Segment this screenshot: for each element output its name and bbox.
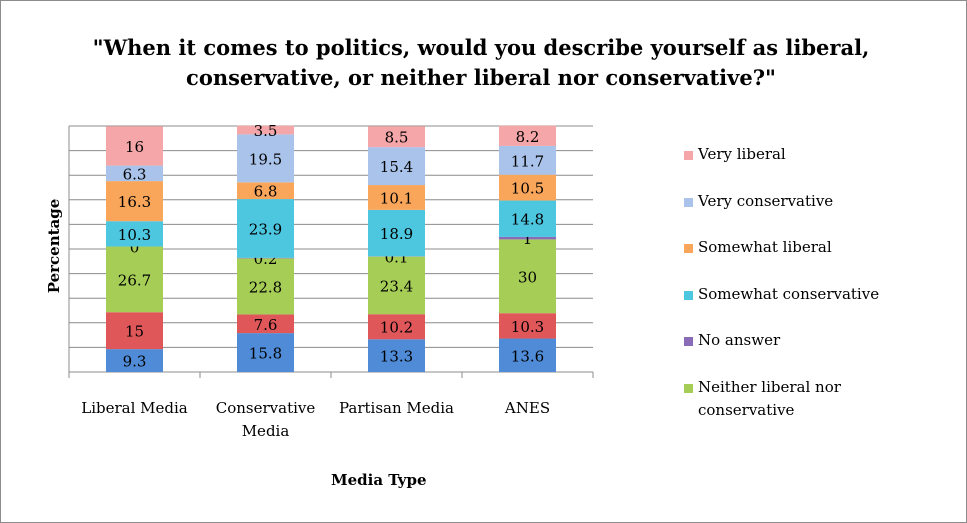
data-label: 13.6: [511, 347, 544, 365]
bar-segment: [237, 199, 294, 258]
bar-segment: [237, 314, 294, 334]
data-label: 11.7: [511, 152, 544, 170]
legend-label: No answer: [698, 331, 781, 349]
data-label: 3.5: [254, 122, 278, 140]
bar-segment: [106, 181, 163, 222]
data-label: 16.3: [118, 193, 151, 211]
bar-segment: [237, 333, 294, 372]
data-label: 30: [518, 268, 537, 286]
bar-segment: [106, 126, 163, 166]
legend-swatch: [684, 197, 693, 207]
legend-swatch: [684, 244, 693, 253]
bar-segment: [237, 182, 294, 200]
data-label: 10.3: [118, 226, 151, 244]
data-label: 6.8: [254, 183, 278, 201]
data-label: 19.5: [249, 150, 282, 168]
bar-segment: [499, 239, 556, 314]
category-label: Conservative Media: [215, 399, 316, 440]
data-label: 10.2: [380, 319, 413, 337]
bar-segment: [237, 134, 294, 183]
data-label: 15.8: [249, 345, 282, 363]
category-label: ANES: [504, 399, 551, 417]
bar-segment: [368, 126, 425, 148]
legend-label: Very conservative: [698, 191, 834, 210]
category-label: Liberal Media: [81, 399, 188, 417]
data-label: 23.4: [380, 277, 413, 295]
data-label: 6.3: [123, 165, 147, 183]
data-label: 0: [130, 239, 140, 257]
data-label: 15.4: [380, 158, 413, 176]
bar-segment: [106, 165, 163, 182]
bar-segment: [368, 314, 425, 340]
data-label: 8.5: [385, 129, 409, 147]
data-label: 10.3: [511, 318, 544, 336]
x-axis-label: Media Type: [331, 471, 427, 489]
bar-segment: [368, 339, 425, 372]
data-label: 7.6: [254, 316, 278, 334]
legend-swatch: [684, 151, 693, 160]
data-label: 10.1: [380, 189, 413, 207]
data-label: 15: [125, 323, 144, 341]
data-label: 10.5: [511, 180, 544, 198]
legend-label: Somewhat conservative: [698, 284, 880, 303]
data-label: 26.7: [118, 271, 151, 289]
bar-segment: [368, 147, 425, 186]
data-label: 13.3: [380, 348, 413, 366]
bar-segment: [499, 338, 556, 372]
data-label: 23.9: [249, 220, 282, 238]
bar-segment: [368, 185, 425, 210]
legend-swatch: [684, 337, 693, 346]
bar-segment: [106, 312, 163, 350]
data-label: 9.3: [123, 353, 147, 371]
legend-label: Neither liberal nor conservative: [698, 377, 841, 419]
bar-segment: [368, 209, 425, 257]
legend-label: Very liberal: [698, 145, 786, 163]
category-label: Partisan Media: [338, 399, 454, 417]
data-label: 14.8: [511, 211, 544, 229]
bar-segment: [106, 349, 163, 372]
legend-label: Somewhat liberal: [698, 238, 832, 256]
data-label: 22.8: [249, 278, 282, 296]
bar-segment: [106, 246, 163, 313]
data-label: 8.2: [516, 128, 540, 146]
legend-swatch: [684, 290, 693, 300]
bar-segment: [237, 125, 294, 135]
y-axis-label: Percentage: [45, 198, 63, 294]
bar-segment: [499, 125, 556, 146]
bar-segment: [106, 221, 163, 247]
data-label: 18.9: [380, 225, 413, 243]
bar-segment: [237, 258, 294, 315]
bar-segment: [499, 236, 556, 240]
bar-segment: [368, 256, 425, 315]
data-label: 1: [523, 230, 533, 248]
data-label: 16: [125, 138, 144, 156]
legend-swatch: [684, 383, 693, 393]
bar-segment: [499, 200, 556, 237]
bar-segment: [499, 313, 556, 339]
bar-segment: [499, 174, 556, 201]
chart-title: "When it comes to politics, would you de…: [92, 35, 870, 90]
bar-segment: [499, 145, 556, 175]
